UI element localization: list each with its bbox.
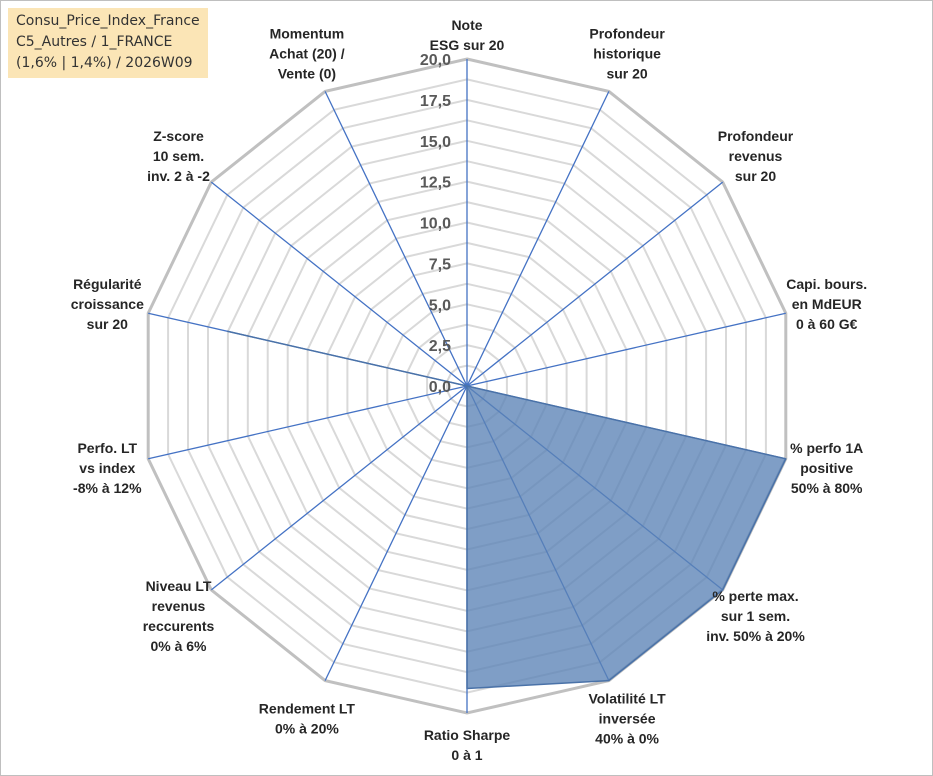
tick-label: 15,0 bbox=[420, 134, 451, 151]
axis-label: Profondeur revenus sur 20 bbox=[718, 128, 794, 184]
axis-label-line: historique bbox=[593, 46, 661, 62]
axis-spoke bbox=[466, 91, 610, 387]
info-box: Consu_Price_Index_France C5_Autres / 1_F… bbox=[8, 8, 208, 78]
axis-label-line: inv. 2 à -2 bbox=[147, 168, 210, 184]
axis-label-line: sur 20 bbox=[87, 316, 128, 332]
axis-label: Niveau LT revenus reccurents 0% à 6% bbox=[143, 578, 215, 654]
axis-label-line: sur 20 bbox=[735, 168, 776, 184]
axis-label: Note ESG sur 20 bbox=[430, 17, 505, 53]
axis-label-line: % perte max. bbox=[712, 588, 798, 604]
axis-label-line: Volatilité LT bbox=[588, 691, 666, 707]
axis-spoke bbox=[148, 385, 468, 460]
info-line-3: (1,6% | 1,4%) / 2026W09 bbox=[16, 55, 193, 71]
axis-labels: Note ESG sur 20 Profondeur historique sur 20… bbox=[71, 17, 867, 763]
axis-label: % perfo 1A positive 50% à 80% bbox=[790, 440, 863, 496]
axis-label-line: Profondeur bbox=[589, 26, 665, 42]
axis-label-line: vs index bbox=[79, 460, 135, 476]
axis-spoke bbox=[466, 181, 724, 387]
tick-label: 20,0 bbox=[420, 52, 451, 69]
axis-label: Z-score 10 sem. inv. 2 à -2 bbox=[147, 128, 210, 184]
axis-label-line: Momentum bbox=[270, 26, 345, 42]
axis-label-line: positive bbox=[800, 460, 853, 476]
axis-label: Momentum Achat (20) / Vente (0) bbox=[269, 26, 345, 82]
axis-label-line: 10 sem. bbox=[153, 148, 204, 164]
axis-label-line: Niveau LT bbox=[146, 578, 212, 594]
axis-label-line: 0% à 6% bbox=[150, 638, 207, 654]
axis-label: Volatilité LT inversée 40% à 0% bbox=[588, 691, 666, 747]
tick-label: 17,5 bbox=[420, 93, 451, 110]
axis-label: Capi. bours. en MdEUR 0 à 60 G€ bbox=[786, 276, 867, 332]
axis-label-line: revenus bbox=[729, 148, 783, 164]
axis-spoke bbox=[210, 385, 468, 591]
axis-label-line: Capi. bours. bbox=[786, 276, 867, 292]
info-line-2: C5_Autres / 1_FRANCE bbox=[16, 34, 173, 50]
axis-label-line: Régularité bbox=[73, 276, 142, 292]
axis-label-line: Vente (0) bbox=[278, 66, 336, 82]
data-area bbox=[227, 330, 787, 690]
axis-label: Perfo. LT vs index -8% à 12% bbox=[73, 440, 142, 496]
tick-label: 12,5 bbox=[420, 175, 451, 192]
tick-label: 0,0 bbox=[429, 379, 451, 396]
axis-label-line: Achat (20) / bbox=[269, 46, 345, 62]
axis-label-line: inversée bbox=[599, 711, 656, 727]
axis-label-line: sur 1 sem. bbox=[721, 608, 790, 624]
tick-label: 5,0 bbox=[429, 297, 451, 314]
axis-label-line: revenus bbox=[152, 598, 206, 614]
axis-label-line: 0 à 1 bbox=[451, 747, 482, 763]
axis-label-line: % perfo 1A bbox=[790, 440, 863, 456]
axis-label-line: 0 à 60 G€ bbox=[796, 316, 858, 332]
axis-label: Régularité croissance sur 20 bbox=[71, 276, 144, 332]
axis-label-line: Ratio Sharpe bbox=[424, 727, 511, 743]
tick-label: 7,5 bbox=[429, 256, 451, 273]
axis-label-line: Z-score bbox=[153, 128, 204, 144]
axis-spoke bbox=[324, 91, 468, 387]
tick-label: 10,0 bbox=[420, 216, 451, 233]
axis-label-line: croissance bbox=[71, 296, 144, 312]
tick-labels: 0,0 2,5 5,0 7,5 10,0 12,5 15,0 17,5 20,0 bbox=[420, 52, 451, 396]
axis-label-line: Note bbox=[451, 17, 482, 33]
series-area bbox=[227, 330, 787, 690]
axis-spoke bbox=[324, 385, 468, 681]
axis-spoke bbox=[466, 312, 786, 387]
axis-label-line: inv. 50% à 20% bbox=[706, 628, 805, 644]
axis-label-line: 40% à 0% bbox=[595, 731, 659, 747]
tick-label: 2,5 bbox=[429, 338, 451, 355]
axis-spoke bbox=[210, 181, 468, 387]
axis-label: Profondeur historique sur 20 bbox=[589, 26, 665, 82]
axis-label-line: sur 20 bbox=[606, 66, 647, 82]
axis-label: Ratio Sharpe 0 à 1 bbox=[424, 727, 511, 763]
axis-label-line: 50% à 80% bbox=[791, 480, 863, 496]
axis-label-line: -8% à 12% bbox=[73, 480, 142, 496]
axis-label-line: ESG sur 20 bbox=[430, 37, 505, 53]
axis-label-line: Rendement LT bbox=[259, 701, 356, 717]
axis-label-line: Profondeur bbox=[718, 128, 794, 144]
info-line-1: Consu_Price_Index_France bbox=[16, 13, 200, 29]
axis-label-line: en MdEUR bbox=[792, 296, 862, 312]
axis-label-line: 0% à 20% bbox=[275, 721, 339, 737]
axis-label: % perte max. sur 1 sem. inv. 50% à 20% bbox=[706, 588, 805, 644]
axis-label-line: Perfo. LT bbox=[77, 440, 137, 456]
axis-label-line: reccurents bbox=[143, 618, 215, 634]
axis-label: Rendement LT 0% à 20% bbox=[259, 701, 356, 737]
